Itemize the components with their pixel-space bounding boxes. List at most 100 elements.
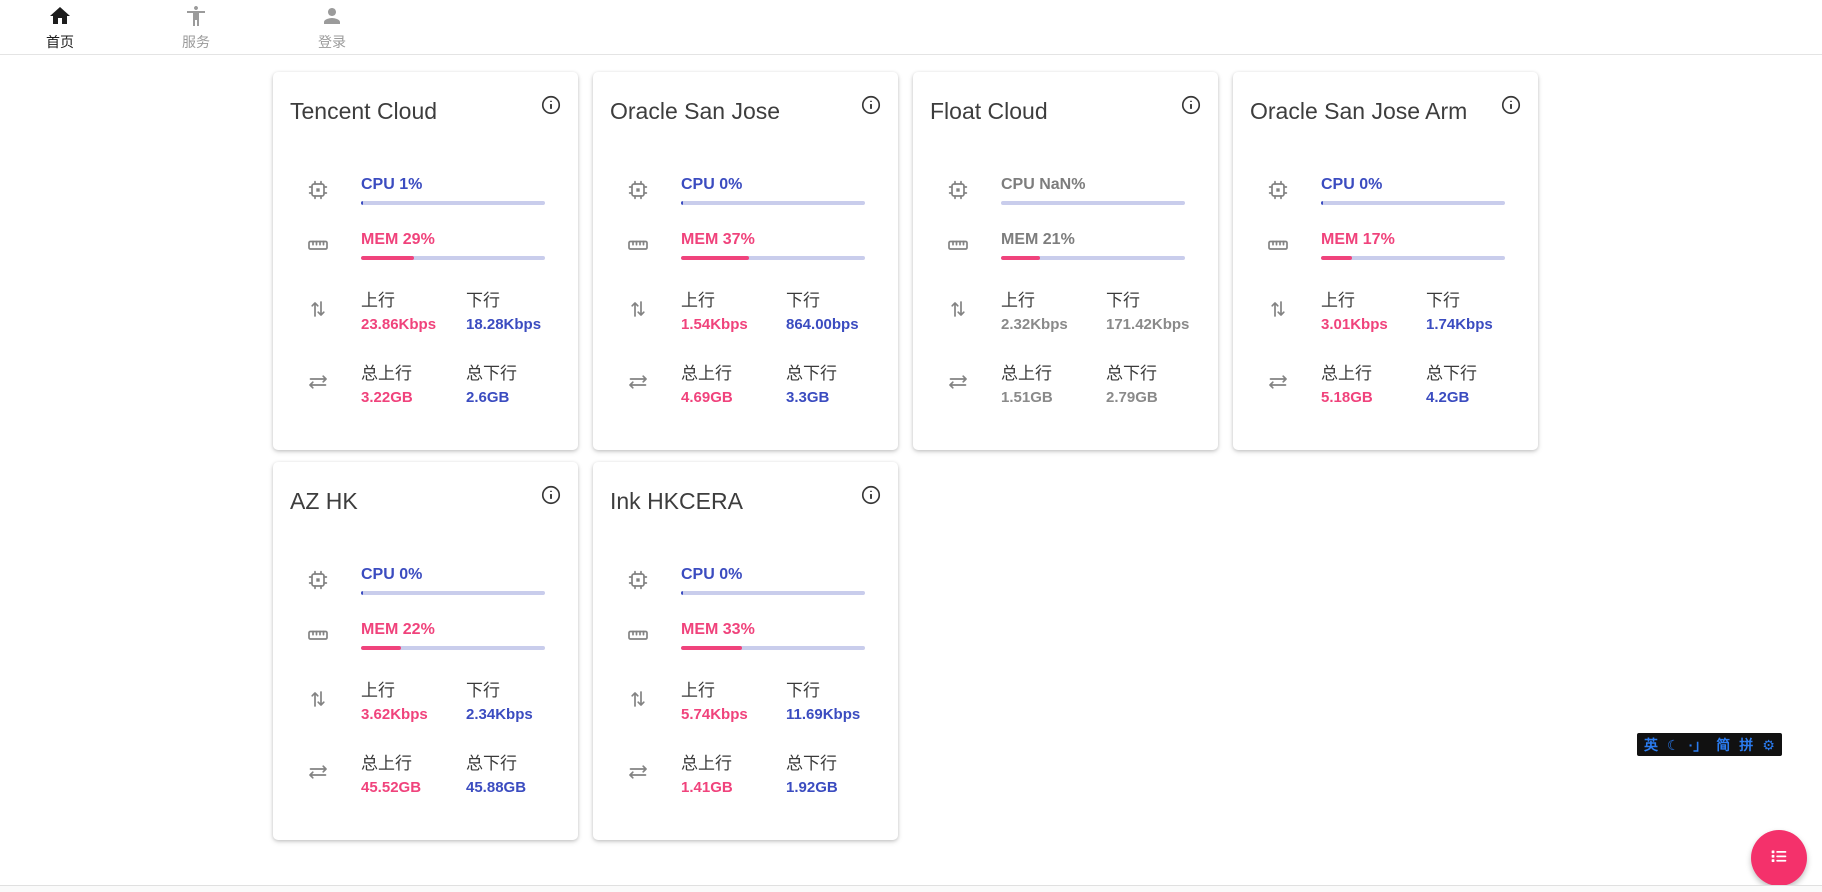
total-upload-value: 5.18GB — [1321, 388, 1373, 406]
server-stats: CPU 0% MEM 33% — [593, 566, 898, 796]
info-icon[interactable] — [540, 484, 562, 506]
chip-icon — [306, 568, 330, 592]
total-upload-label: 总上行 — [1001, 363, 1052, 383]
server-stats: CPU 0% MEM 22% — [273, 566, 578, 796]
gear-icon[interactable]: ⚙ — [1762, 736, 1775, 753]
nav-item-services[interactable]: 服务 — [170, 4, 222, 50]
download-value: 1.74Kbps — [1426, 315, 1493, 333]
nav-services-label: 服务 — [182, 33, 210, 50]
net-total-row: 总上行 3.22GB 总下行 2.6GB — [273, 359, 578, 406]
cpu-progress-bar — [1001, 200, 1185, 205]
net-speed-row: 上行 3.62Kbps 下行 2.34Kbps — [273, 676, 578, 723]
ruler-icon — [946, 233, 970, 257]
cpu-label: CPU 0% — [361, 565, 423, 583]
mem-label: MEM 21% — [1001, 230, 1075, 248]
download-value: 18.28Kbps — [466, 315, 542, 333]
nav-item-home[interactable]: 首页 — [34, 4, 86, 50]
mem-row: MEM 21% — [913, 231, 1218, 260]
moon-icon[interactable]: ☾ — [1667, 736, 1680, 753]
server-stats: CPU NaN% MEM 21% — [913, 176, 1218, 406]
total-download-label: 总下行 — [786, 753, 837, 773]
mem-progress-bar — [361, 645, 545, 650]
mem-progress-fill — [361, 255, 415, 260]
ime-toolbar: 英 ☾ ·」 简 拼 ⚙ — [1637, 733, 1782, 756]
cpu-row: CPU 0% — [593, 566, 898, 595]
upload-label: 上行 — [361, 680, 395, 700]
info-icon[interactable] — [540, 94, 562, 116]
info-icon[interactable] — [1180, 94, 1202, 116]
download-label: 下行 — [786, 290, 820, 310]
person-standing-icon — [184, 4, 208, 33]
chip-icon — [946, 178, 970, 202]
server-card: Ink HKCERA CPU 0% — [593, 462, 898, 840]
upload-value: 3.01Kbps — [1321, 315, 1388, 333]
total-upload-label: 总上行 — [361, 363, 412, 383]
chip-icon — [626, 568, 650, 592]
server-title: Tencent Cloud — [290, 98, 438, 124]
upload-label: 上行 — [1321, 290, 1355, 310]
mem-row: MEM 33% — [593, 621, 898, 650]
total-download-value: 2.79GB — [1106, 388, 1158, 406]
nav-item-login[interactable]: 登录 — [306, 4, 358, 50]
swap-horizontal-icon — [946, 370, 970, 394]
download-label: 下行 — [466, 290, 500, 310]
total-upload-label: 总上行 — [681, 753, 732, 773]
ime-punctuation-icon[interactable]: ·」 — [1688, 736, 1708, 753]
mem-row: MEM 29% — [273, 231, 578, 260]
net-speed-row: 上行 2.32Kbps 下行 171.42Kbps — [913, 286, 1218, 333]
server-stats: CPU 0% MEM 37% — [593, 176, 898, 406]
mem-progress-bar — [681, 645, 865, 650]
swap-horizontal-icon — [626, 370, 650, 394]
total-upload-label: 总上行 — [681, 363, 732, 383]
ime-english-toggle[interactable]: 英 — [1644, 736, 1658, 753]
cpu-progress-fill — [681, 200, 684, 205]
upload-value: 1.54Kbps — [681, 315, 748, 333]
up-down-arrows-icon — [306, 687, 330, 711]
ruler-icon — [1266, 233, 1290, 257]
cpu-row: CPU 1% — [273, 176, 578, 205]
total-download-value: 2.6GB — [466, 388, 510, 406]
mem-label: MEM 17% — [1321, 230, 1395, 248]
mem-progress-fill — [1001, 255, 1040, 260]
up-down-arrows-icon — [626, 297, 650, 321]
top-navbar: 首页 服务 登录 — [0, 0, 1822, 55]
cpu-progress-fill — [361, 590, 364, 595]
download-value: 11.69Kbps — [786, 705, 861, 723]
mem-progress-bar — [1001, 255, 1185, 260]
total-download-label: 总下行 — [786, 363, 837, 383]
mem-label: MEM 33% — [681, 620, 755, 638]
swap-horizontal-icon — [626, 760, 650, 784]
total-upload-value: 4.69GB — [681, 388, 733, 406]
swap-horizontal-icon — [306, 370, 330, 394]
info-icon[interactable] — [1500, 94, 1522, 116]
server-list-fab[interactable] — [1751, 830, 1807, 886]
chip-icon — [1266, 178, 1290, 202]
cpu-row: CPU NaN% — [913, 176, 1218, 205]
cpu-label: CPU 0% — [681, 175, 743, 193]
mem-label: MEM 37% — [681, 230, 755, 248]
up-down-arrows-icon — [626, 687, 650, 711]
home-icon — [48, 4, 72, 33]
mem-progress-bar — [1321, 255, 1505, 260]
nav-login-label: 登录 — [318, 33, 346, 50]
total-download-value: 45.88GB — [466, 778, 527, 796]
cpu-row: CPU 0% — [1233, 176, 1538, 205]
upload-label: 上行 — [361, 290, 395, 310]
cpu-progress-fill — [361, 200, 364, 205]
total-download-value: 4.2GB — [1426, 388, 1470, 406]
footer-divider — [0, 885, 1822, 892]
account-icon — [320, 4, 344, 33]
info-icon[interactable] — [860, 484, 882, 506]
info-icon[interactable] — [860, 94, 882, 116]
ime-simplified-toggle[interactable]: 简 — [1716, 736, 1731, 753]
ime-pinyin-toggle[interactable]: 拼 — [1739, 736, 1754, 753]
server-card: Float Cloud CPU NaN% — [913, 72, 1218, 450]
download-label: 下行 — [786, 680, 820, 700]
mem-progress-fill — [681, 645, 742, 650]
download-value: 2.34Kbps — [466, 705, 533, 723]
total-download-label: 总下行 — [466, 363, 517, 383]
net-total-row: 总上行 45.52GB 总下行 45.88GB — [273, 749, 578, 796]
mem-progress-fill — [1321, 255, 1353, 260]
cpu-progress-bar — [681, 590, 865, 595]
download-label: 下行 — [1426, 290, 1460, 310]
